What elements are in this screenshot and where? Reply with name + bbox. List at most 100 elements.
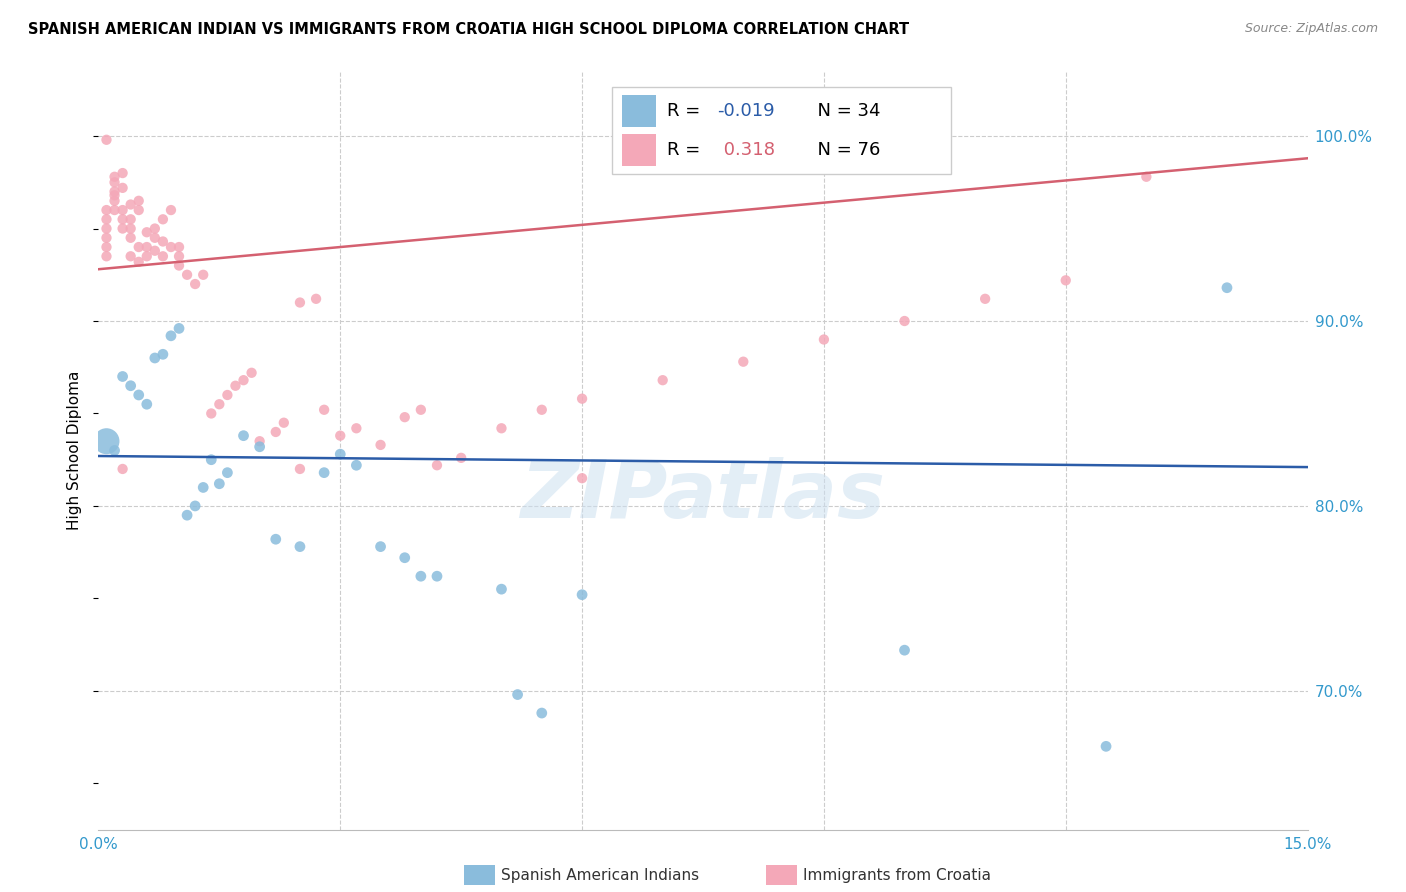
Point — [249, 440, 271, 454]
Point — [128, 202, 150, 217]
Point — [1135, 169, 1157, 184]
Point — [120, 212, 142, 227]
Text: N = 76: N = 76 — [806, 141, 880, 159]
Point — [152, 347, 174, 361]
Point — [193, 480, 215, 494]
Point — [152, 249, 174, 263]
Point — [167, 321, 190, 335]
Point — [96, 133, 118, 147]
Point — [135, 225, 157, 239]
Point — [184, 277, 207, 291]
Point — [128, 240, 150, 254]
Point — [314, 466, 336, 480]
Point — [288, 295, 311, 310]
Point — [394, 410, 416, 425]
Point — [135, 397, 157, 411]
Point — [305, 292, 328, 306]
Point — [111, 212, 134, 227]
Point — [733, 354, 755, 368]
Point — [409, 402, 432, 417]
Point — [96, 249, 118, 263]
Point — [96, 434, 118, 449]
Point — [232, 428, 254, 442]
Point — [143, 221, 166, 235]
FancyBboxPatch shape — [613, 87, 950, 174]
Point — [240, 366, 263, 380]
Point — [160, 328, 183, 343]
Point — [273, 416, 295, 430]
Point — [426, 458, 449, 473]
Point — [160, 202, 183, 217]
Point — [491, 421, 513, 435]
Point — [143, 244, 166, 258]
Point — [96, 231, 118, 245]
Text: 0.318: 0.318 — [717, 141, 775, 159]
Point — [1095, 739, 1118, 754]
Point — [193, 268, 215, 282]
Point — [370, 540, 392, 554]
Point — [111, 369, 134, 384]
Point — [426, 569, 449, 583]
Point — [143, 231, 166, 245]
Point — [288, 540, 311, 554]
Text: N = 34: N = 34 — [806, 102, 880, 120]
Point — [200, 407, 222, 421]
Point — [96, 240, 118, 254]
Point — [394, 550, 416, 565]
Point — [120, 249, 142, 263]
Point — [893, 643, 915, 657]
Point — [491, 582, 513, 596]
Point — [1054, 273, 1077, 287]
Point — [111, 166, 134, 180]
FancyBboxPatch shape — [621, 95, 655, 127]
Point — [329, 428, 352, 442]
Point — [232, 373, 254, 387]
Point — [571, 588, 593, 602]
Point — [103, 443, 125, 458]
Point — [329, 447, 352, 461]
Point — [103, 169, 125, 184]
Point — [167, 240, 190, 254]
Text: R =: R = — [666, 102, 706, 120]
Point — [111, 221, 134, 235]
Point — [370, 438, 392, 452]
Point — [103, 175, 125, 189]
Point — [208, 476, 231, 491]
Point — [120, 197, 142, 211]
Text: R =: R = — [666, 141, 706, 159]
Point — [314, 402, 336, 417]
Point — [128, 194, 150, 208]
Point — [103, 202, 125, 217]
Point — [96, 221, 118, 235]
Text: SPANISH AMERICAN INDIAN VS IMMIGRANTS FROM CROATIA HIGH SCHOOL DIPLOMA CORRELATI: SPANISH AMERICAN INDIAN VS IMMIGRANTS FR… — [28, 22, 910, 37]
Point — [264, 425, 287, 439]
Point — [143, 351, 166, 365]
Point — [160, 240, 183, 254]
Point — [120, 221, 142, 235]
Point — [344, 458, 367, 473]
Point — [208, 397, 231, 411]
Point — [288, 462, 311, 476]
Point — [176, 508, 198, 523]
Point — [184, 499, 207, 513]
Point — [111, 202, 134, 217]
Point — [571, 471, 593, 485]
Point — [135, 240, 157, 254]
Text: Immigrants from Croatia: Immigrants from Croatia — [803, 869, 991, 883]
Y-axis label: High School Diploma: High School Diploma — [67, 371, 83, 530]
Point — [651, 373, 673, 387]
Point — [224, 378, 246, 392]
Point — [217, 388, 239, 402]
Point — [135, 249, 157, 263]
Point — [167, 259, 190, 273]
Point — [217, 466, 239, 480]
Point — [1216, 281, 1239, 295]
Point — [103, 185, 125, 199]
Text: ZIPatlas: ZIPatlas — [520, 457, 886, 535]
Text: -0.019: -0.019 — [717, 102, 775, 120]
Point — [96, 212, 118, 227]
Point — [530, 706, 553, 720]
Point — [152, 212, 174, 227]
Point — [103, 188, 125, 202]
Point — [103, 194, 125, 208]
